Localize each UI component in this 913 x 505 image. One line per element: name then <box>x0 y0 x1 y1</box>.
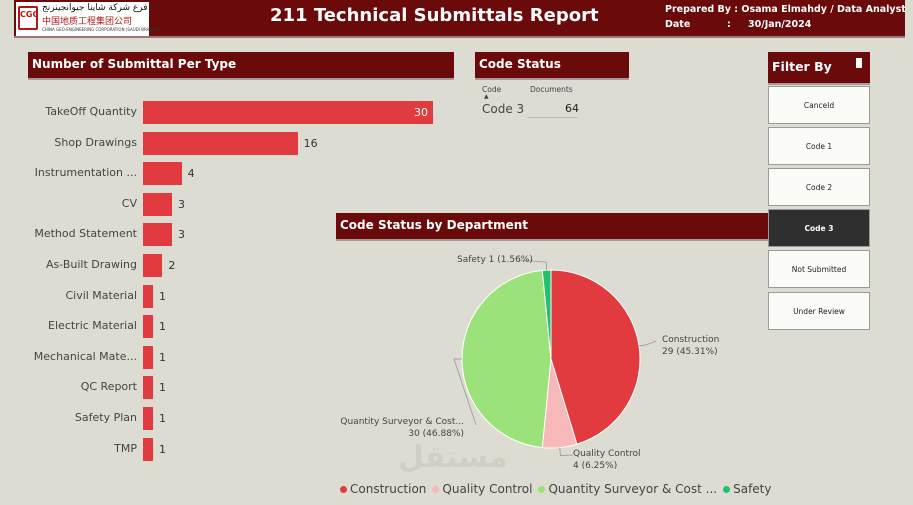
bar-category-label: Electric Material <box>48 319 137 333</box>
logo-chinese-text: 中国地质工程集团公司 <box>42 17 133 27</box>
report-header: CGC فرع شركة شاينا جيوانجينرنج 中国地质工程集团公… <box>14 0 906 38</box>
code-column-header[interactable]: Code <box>482 85 502 94</box>
pie-slice-label: Quantity Surveyor & Cost... 30 (46.88%) <box>336 416 464 440</box>
report-title: 211 Technical Submittals Report <box>270 5 599 26</box>
bar-category-label: TakeOff Quantity <box>45 105 137 118</box>
logo-arabic-text: فرع شركة شاينا جيوانجينرنج <box>42 3 148 13</box>
legend-label: Quantity Surveyor & Cost ... <box>548 482 718 496</box>
legend-item[interactable]: Quantity Surveyor & Cost ... <box>538 482 717 496</box>
divider <box>528 117 578 118</box>
bar-value-label: 2 <box>168 259 176 272</box>
department-panel-title: Code Status by Department <box>336 213 768 241</box>
bar-category-label: Shop Drawings <box>54 135 137 149</box>
bar-category-label: TMP <box>114 441 137 455</box>
bar-value-label: 1 <box>159 412 166 425</box>
filter-option-code-2[interactable]: Code 2 <box>768 168 870 206</box>
bar[interactable] <box>143 131 298 155</box>
bar-value-label: 1 <box>159 350 166 364</box>
date-colon: : <box>727 19 731 30</box>
filter-title: Filter By <box>768 52 870 85</box>
bar[interactable] <box>143 315 153 339</box>
watermark: مستقل <box>398 440 508 475</box>
bar-value-label: 3 <box>178 197 185 211</box>
legend-item[interactable]: Quality Control <box>432 482 532 496</box>
filter-option-under-review[interactable]: Under Review <box>768 292 870 330</box>
bar[interactable] <box>143 407 153 430</box>
bar-category-label: Civil Material <box>65 288 137 302</box>
bar-category-label: Method Statement <box>34 227 137 241</box>
pie-slice-name: Quality Control <box>573 449 641 459</box>
bar[interactable] <box>143 101 433 124</box>
legend-label: Quality Control <box>442 482 533 496</box>
filter-option-canceld[interactable]: Canceld <box>768 86 870 124</box>
pie-slice-label: Quality Control 4 (6.25%) <box>573 448 641 472</box>
bar-value-label: 1 <box>159 289 166 303</box>
documents-column-header[interactable]: Documents <box>530 85 573 94</box>
bar-category-label: Instrumentation ... <box>34 166 137 180</box>
legend-dot-icon <box>340 485 347 493</box>
filter-option-code-3[interactable]: Code 3 <box>768 209 870 247</box>
bar-category-label: QC Report <box>80 380 137 394</box>
filter-option-code-1[interactable]: Code 1 <box>768 127 870 165</box>
bar[interactable] <box>143 192 172 216</box>
bar-category-label: Safety Plan <box>74 411 137 424</box>
pie-leader-line <box>517 259 548 271</box>
logo-english-text: CHINA GEO-ENGINEERING CORPORATION (SAUDI… <box>42 27 160 32</box>
legend-item[interactable]: Safety <box>723 482 771 496</box>
bar-category-label: CV <box>121 196 137 210</box>
pie-slice-label: Construction 29 (45.31%) <box>662 334 719 358</box>
bar-value-label: 30 <box>414 106 428 119</box>
bar-value-label: 4 <box>187 167 195 181</box>
code-status-code: Code 3 <box>482 102 525 116</box>
pie-slice-value: 30 (46.88%) <box>408 429 464 439</box>
slicer-menu-icon[interactable] <box>856 58 862 68</box>
bar-value-label: 16 <box>303 136 318 150</box>
date-label: Date <box>665 19 691 30</box>
pie-slice-value: 29 (45.31%) <box>662 347 718 357</box>
bar[interactable] <box>143 376 153 400</box>
bar[interactable] <box>143 162 182 186</box>
company-logo: CGC فرع شركة شاينا جيوانجينرنج 中国地质工程集团公… <box>16 2 160 36</box>
bar-category-label: Mechanical Mate... <box>33 349 137 363</box>
legend-dot-icon <box>538 485 546 493</box>
code-status-title: Code Status <box>475 52 629 80</box>
bar-value-label: 1 <box>159 442 166 456</box>
sort-arrow-icon: ▲ <box>484 93 489 100</box>
pie-slice-name: Safety <box>457 255 486 265</box>
date-value: 30/Jan/2024 <box>748 19 812 30</box>
bar-value-label: 1 <box>159 381 166 395</box>
bar-category-label: As-Built Drawing <box>45 258 137 271</box>
pie-slice-value: 1 (1.56%) <box>485 255 533 265</box>
prepared-by: Prepared By : Osama Elmahdy / Data Analy… <box>665 4 906 15</box>
pie-slice-value: 4 (6.25%) <box>573 461 618 471</box>
bar[interactable] <box>143 345 153 369</box>
pie-slice[interactable] <box>550 269 641 445</box>
submittal-panel-title: Number of Submittal Per Type <box>28 52 454 80</box>
logo-mark-icon: CGC <box>18 6 38 30</box>
legend-dot-icon <box>723 485 731 493</box>
legend-label: Safety <box>733 482 772 496</box>
bar[interactable] <box>143 223 172 247</box>
pie-slice[interactable] <box>461 269 552 449</box>
bar-value-label: 3 <box>178 228 185 242</box>
bar-value-label: 1 <box>159 320 166 334</box>
pie-legend: Construction Quality Control Quantity Surv… <box>340 482 771 496</box>
pie-slice-label: Safety 1 (1.56%) <box>457 254 533 266</box>
bar[interactable] <box>143 437 153 461</box>
pie-leader-line <box>453 358 477 426</box>
bar[interactable] <box>143 254 163 277</box>
pie-slice[interactable] <box>541 269 552 360</box>
pie-leader-line <box>638 340 657 347</box>
code-status-documents: 64 <box>565 102 579 115</box>
pie-slice-name: Construction <box>662 335 720 345</box>
legend-dot-icon <box>432 485 440 493</box>
filter-option-not-submitted[interactable]: Not Submitted <box>768 250 870 288</box>
bar[interactable] <box>143 284 153 308</box>
legend-item[interactable]: Construction <box>340 482 426 496</box>
pie-leader-line <box>559 447 574 456</box>
legend-label: Construction <box>350 482 427 496</box>
pie-slice-name: Quantity Surveyor & Cost... <box>340 417 464 427</box>
